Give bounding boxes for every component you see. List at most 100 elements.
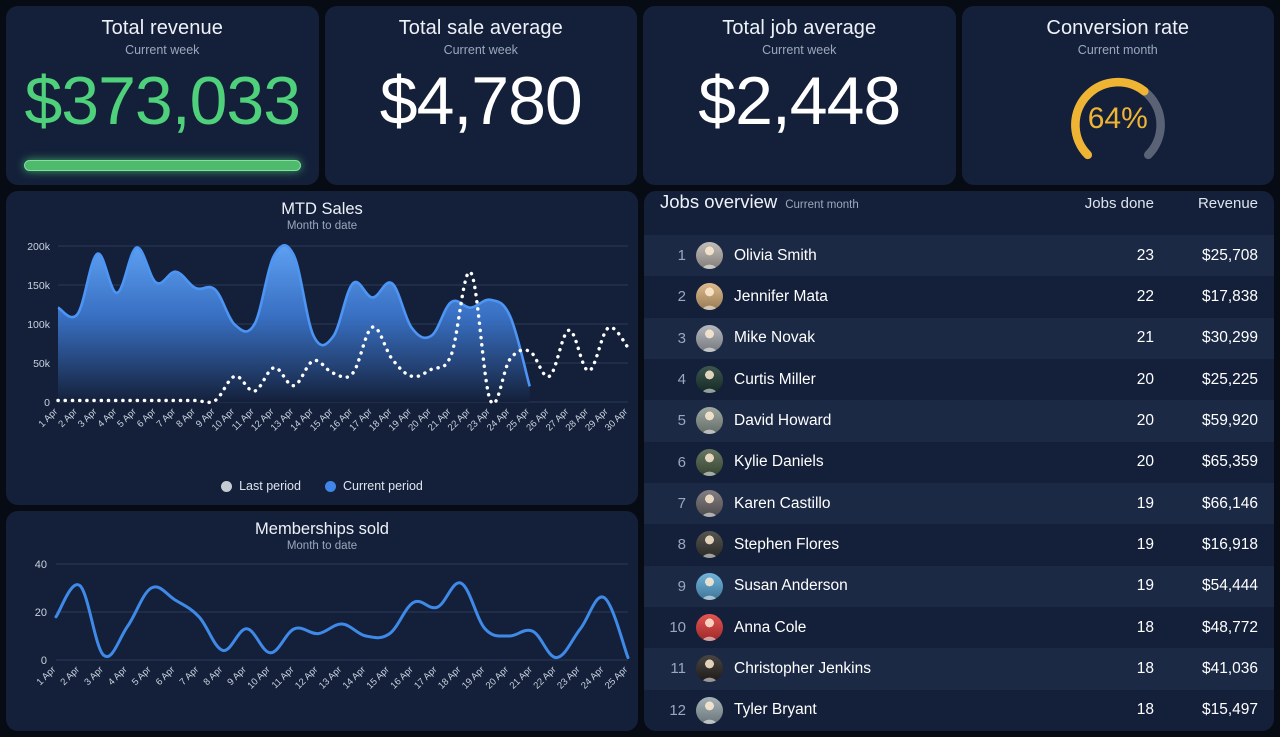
svg-text:8 Apr: 8 Apr bbox=[201, 664, 224, 687]
jobs-table-title: Jobs overview bbox=[660, 191, 778, 212]
memberships-title: Memberships sold bbox=[255, 520, 389, 538]
svg-text:1 Apr: 1 Apr bbox=[35, 664, 58, 687]
memberships-sold-card[interactable]: Memberships sold Month to date 0 20 40 1 A… bbox=[6, 511, 638, 731]
avatar bbox=[696, 324, 723, 352]
kpi-card-conversion-rate[interactable]: Conversion rate Current month 64% bbox=[961, 6, 1274, 185]
mtd-sales-card[interactable]: MTD Sales Month to date 0 50k 100k 150k 200k bbox=[6, 191, 638, 505]
kpi-card-total-revenue[interactable]: Total revenue Current week $373,033 bbox=[6, 6, 319, 185]
table-row[interactable]: 11 Christopher Jenkins 18 $41,036 bbox=[644, 648, 1274, 690]
row-revenue: $17,838 bbox=[1201, 287, 1258, 305]
svg-text:10 Apr: 10 Apr bbox=[245, 664, 272, 691]
svg-text:20: 20 bbox=[35, 607, 47, 619]
kpi-subtitle: Current week bbox=[125, 43, 200, 57]
svg-text:8 Apr: 8 Apr bbox=[174, 406, 197, 429]
row-revenue: $65,359 bbox=[1201, 453, 1258, 471]
svg-text:6 Apr: 6 Apr bbox=[135, 406, 158, 429]
revenue-progress-bar bbox=[24, 160, 301, 171]
row-name: Kylie Daniels bbox=[734, 453, 824, 471]
kpi-value: $4,780 bbox=[379, 63, 583, 139]
jobs-table-subtitle: Current month bbox=[785, 199, 859, 211]
row-jobs-done: 18 bbox=[1136, 659, 1154, 677]
svg-text:1 Apr: 1 Apr bbox=[37, 406, 60, 429]
column-header-revenue[interactable]: Revenue bbox=[1197, 195, 1258, 212]
avatar bbox=[696, 283, 723, 311]
table-row[interactable]: 9 Susan Anderson 19 $54,444 bbox=[644, 565, 1274, 607]
mtd-sales-legend: Last period Current period bbox=[6, 479, 638, 493]
avatar bbox=[696, 696, 723, 724]
avatar bbox=[696, 242, 723, 270]
row-name: Susan Anderson bbox=[734, 577, 848, 595]
row-rank: 3 bbox=[677, 329, 686, 347]
svg-text:100k: 100k bbox=[27, 319, 51, 331]
svg-text:30 Apr: 30 Apr bbox=[603, 406, 630, 433]
legend-dot-icon bbox=[324, 480, 336, 492]
svg-text:7 Apr: 7 Apr bbox=[178, 664, 201, 687]
svg-text:5 Apr: 5 Apr bbox=[115, 406, 138, 429]
row-revenue: $25,708 bbox=[1201, 246, 1258, 264]
row-rank: 12 bbox=[669, 701, 686, 719]
jobs-overview-card[interactable]: Jobs overview Current month Jobs done Re… bbox=[644, 191, 1274, 731]
lower-grid: MTD Sales Month to date 0 50k 100k 150k 200k bbox=[6, 191, 1274, 731]
row-jobs-done: 20 bbox=[1136, 453, 1154, 471]
table-row[interactable]: 2 Jennifer Mata 22 $17,838 bbox=[644, 276, 1274, 317]
svg-text:150k: 150k bbox=[27, 280, 51, 292]
avatar bbox=[696, 531, 723, 559]
memberships-subtitle: Month to date bbox=[286, 540, 358, 552]
row-jobs-done: 19 bbox=[1136, 535, 1154, 553]
svg-text:2 Apr: 2 Apr bbox=[58, 664, 81, 687]
svg-text:0: 0 bbox=[41, 655, 47, 667]
row-revenue: $59,920 bbox=[1201, 411, 1258, 429]
kpi-value: $373,033 bbox=[24, 63, 301, 139]
table-row[interactable]: 3 Mike Novak 21 $30,299 bbox=[644, 317, 1274, 359]
table-row[interactable]: 4 Curtis Miller 20 $25,225 bbox=[644, 359, 1274, 400]
svg-text:5 Apr: 5 Apr bbox=[130, 664, 153, 687]
table-row[interactable]: 1 Olivia Smith 23 $25,708 bbox=[644, 235, 1274, 277]
kpi-subtitle: Current month bbox=[1077, 43, 1158, 57]
table-row[interactable]: 10 Anna Cole 18 $48,772 bbox=[644, 607, 1274, 648]
row-name: Anna Cole bbox=[734, 618, 807, 636]
kpi-card-total-job-average[interactable]: Total job average Current week $2,448 bbox=[643, 6, 956, 185]
table-row[interactable]: 6 Kylie Daniels 20 $65,359 bbox=[644, 442, 1274, 483]
row-jobs-done: 19 bbox=[1136, 577, 1154, 595]
svg-text:23 Apr: 23 Apr bbox=[555, 664, 582, 691]
svg-text:18 Apr: 18 Apr bbox=[436, 664, 463, 691]
row-revenue: $15,497 bbox=[1201, 701, 1258, 719]
legend-label: Last period bbox=[239, 479, 301, 493]
row-jobs-done: 20 bbox=[1136, 411, 1154, 429]
svg-text:0: 0 bbox=[44, 397, 50, 409]
svg-text:2 Apr: 2 Apr bbox=[56, 406, 79, 429]
gauge-svg bbox=[1070, 77, 1165, 160]
row-rank: 1 bbox=[677, 247, 686, 265]
table-row[interactable]: 7 Karen Castillo 19 $66,146 bbox=[644, 482, 1274, 525]
svg-text:22 Apr: 22 Apr bbox=[531, 664, 558, 691]
table-row[interactable]: 12 Tyler Bryant 18 $15,497 bbox=[644, 690, 1274, 731]
svg-text:13 Apr: 13 Apr bbox=[317, 664, 344, 691]
table-row[interactable]: 8 Stephen Flores 19 $16,918 bbox=[644, 524, 1274, 565]
svg-text:11 Apr: 11 Apr bbox=[270, 664, 297, 691]
jobs-table-body: 1 Olivia Smith 23 $25,708 2 Jennifer Mata 22 $1… bbox=[644, 235, 1274, 731]
row-rank: 2 bbox=[677, 288, 686, 306]
svg-text:17 Apr: 17 Apr bbox=[412, 664, 439, 691]
svg-text:3 Apr: 3 Apr bbox=[76, 406, 99, 429]
mtd-sales-subtitle: Month to date bbox=[286, 220, 358, 232]
svg-text:200k: 200k bbox=[27, 241, 51, 253]
row-name: Tyler Bryant bbox=[734, 701, 817, 719]
svg-text:7 Apr: 7 Apr bbox=[155, 406, 178, 429]
table-row[interactable]: 5 David Howard 20 $59,920 bbox=[644, 400, 1274, 442]
kpi-card-total-sale-average[interactable]: Total sale average Current week $4,780 bbox=[324, 6, 637, 185]
column-header-jobs-done[interactable]: Jobs done bbox=[1084, 195, 1154, 212]
row-revenue: $54,444 bbox=[1201, 577, 1258, 595]
legend-item-last-period[interactable]: Last period bbox=[221, 479, 301, 493]
svg-text:4 Apr: 4 Apr bbox=[106, 664, 129, 687]
row-rank: 8 bbox=[677, 536, 686, 554]
kpi-subtitle: Current week bbox=[443, 43, 518, 57]
row-name: Mike Novak bbox=[734, 329, 815, 347]
legend-item-current-period[interactable]: Current period bbox=[324, 479, 423, 493]
svg-text:40: 40 bbox=[35, 559, 47, 571]
svg-text:21 Apr: 21 Apr bbox=[508, 664, 535, 691]
svg-text:4 Apr: 4 Apr bbox=[96, 406, 119, 429]
avatar bbox=[696, 490, 723, 518]
legend-label: Current period bbox=[342, 479, 423, 493]
